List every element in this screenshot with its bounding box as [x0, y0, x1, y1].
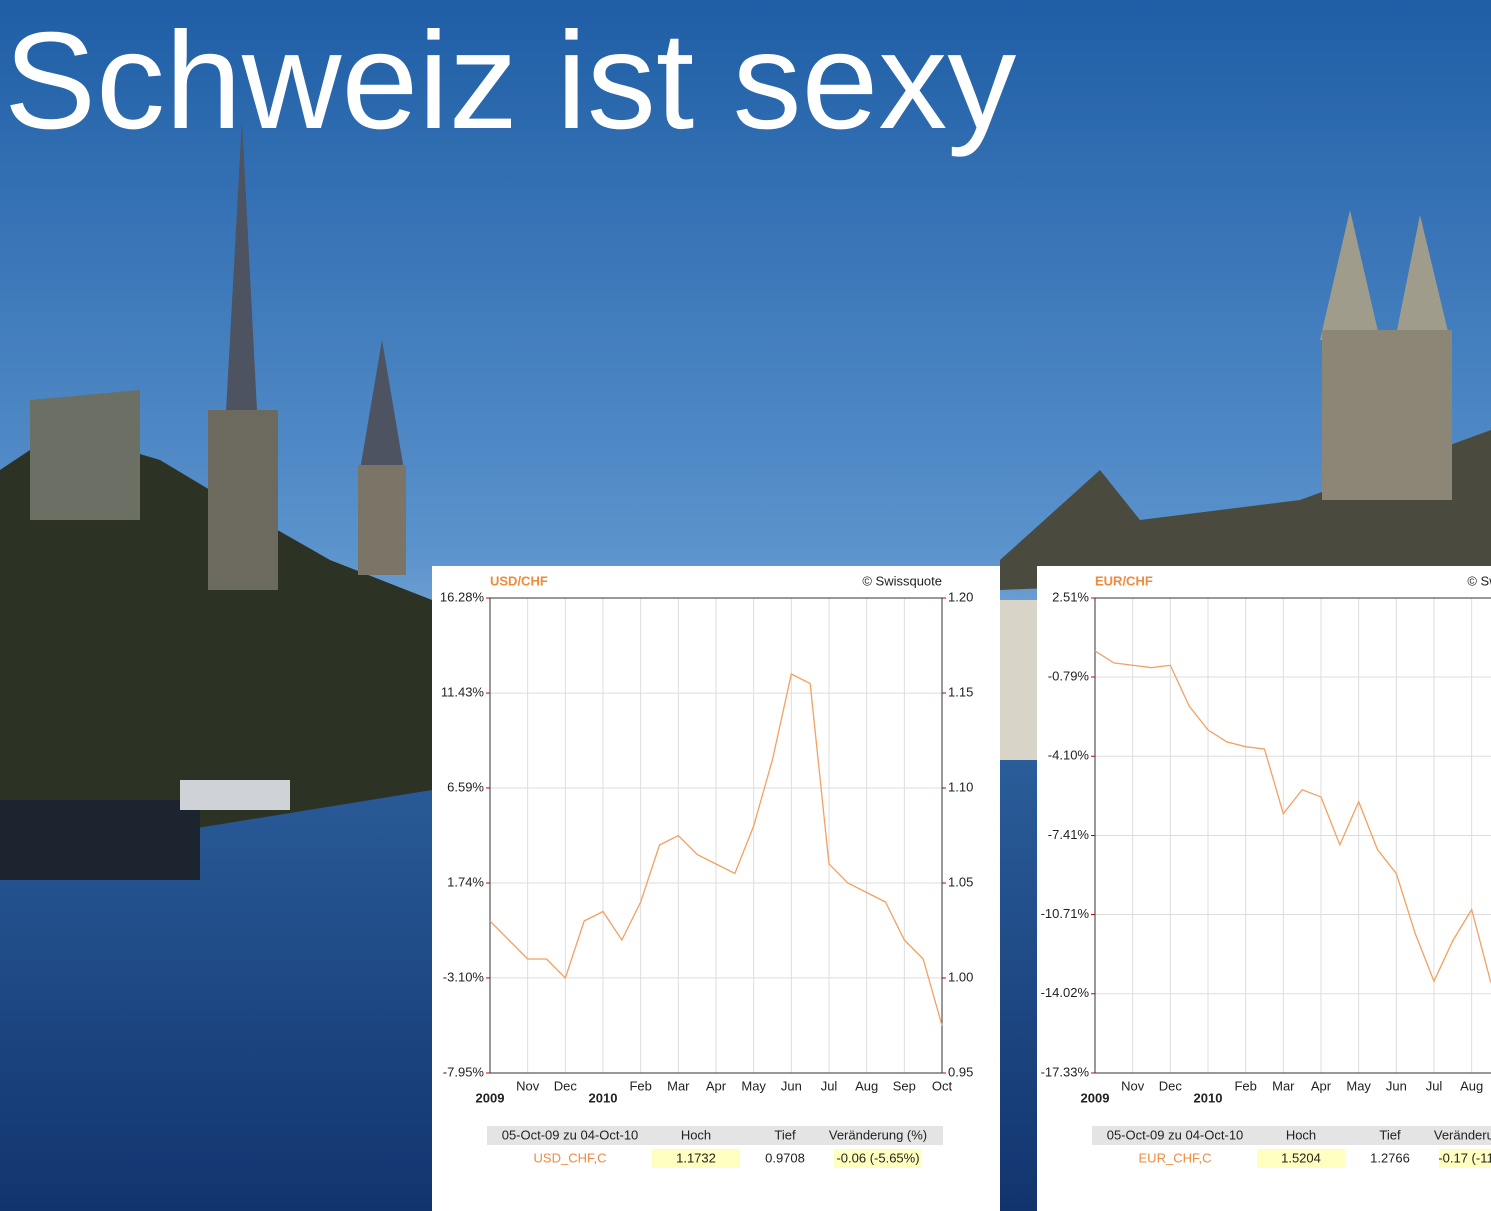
y-tick-label: -17.33%: [1041, 1064, 1090, 1079]
y-tick-label: 2.51%: [1052, 589, 1089, 604]
chart-title: EUR/CHF: [1095, 573, 1153, 588]
credit: © Swissquote: [1467, 573, 1491, 588]
y-tick-label: 1.74%: [447, 874, 484, 889]
credit: © Swissquote: [862, 573, 942, 588]
x-tick-label: 2009: [476, 1090, 505, 1105]
table-cell: 1.1732: [676, 1150, 716, 1165]
y-tick-label: -3.10%: [443, 969, 485, 984]
table-cell: 1.5204: [1281, 1150, 1321, 1165]
y-tick-label: -7.95%: [443, 1064, 485, 1079]
y-tick-label: -10.71%: [1041, 906, 1090, 921]
table-header: Veränderung (%): [829, 1127, 927, 1142]
y-tick-label: 6.59%: [447, 779, 484, 794]
y2-tick-label: 1.00: [948, 969, 973, 984]
y2-tick-label: 1.20: [948, 589, 973, 604]
y-tick-label: -14.02%: [1041, 985, 1090, 1000]
y-tick-label: -0.79%: [1048, 668, 1090, 683]
slide: Schweiz ist sexy USD/CHF © Swissquote 16.2…: [0, 0, 1491, 1211]
table-cell: -0.17 (-11.21%): [1438, 1150, 1491, 1165]
y2-tick-label: 0.95: [948, 1064, 973, 1079]
slide-title: Schweiz ist sexy: [4, 4, 1016, 158]
x-tick-label: Nov: [516, 1078, 540, 1093]
table-header: Tief: [774, 1127, 796, 1142]
table-header: 05-Oct-09 zu 04-Oct-10: [1107, 1127, 1244, 1142]
x-tick-label: Nov: [1121, 1078, 1145, 1093]
y-tick-label: -4.10%: [1048, 748, 1090, 763]
page: Schweiz ist sexy USD/CHF © Swissquote 16.2…: [0, 0, 1491, 1211]
x-tick-label: Mar: [667, 1078, 690, 1093]
table-header: Hoch: [681, 1127, 711, 1142]
table-cell: USD_CHF,C: [534, 1150, 607, 1165]
x-tick-label: Sep: [893, 1078, 916, 1093]
x-tick-label: Feb: [1234, 1078, 1256, 1093]
x-tick-label: 2010: [1194, 1090, 1223, 1105]
x-tick-label: Oct: [932, 1078, 953, 1093]
x-tick-label: Aug: [855, 1078, 878, 1093]
y-tick-label: -7.41%: [1048, 827, 1090, 842]
y-tick-label: 11.43%: [441, 685, 485, 700]
y2-tick-label: 1.10: [948, 779, 973, 794]
x-tick-label: Mar: [1272, 1078, 1295, 1093]
x-tick-label: 2010: [589, 1090, 618, 1105]
table-header: Tief: [1379, 1127, 1401, 1142]
table-cell: 0.9708: [765, 1150, 805, 1165]
x-tick-label: Apr: [1311, 1078, 1332, 1093]
x-tick-label: Aug: [1460, 1078, 1483, 1093]
table-header: 05-Oct-09 zu 04-Oct-10: [502, 1127, 639, 1142]
chart-title: USD/CHF: [490, 573, 548, 588]
x-tick-label: 2009: [1081, 1090, 1110, 1105]
x-tick-label: May: [741, 1078, 766, 1093]
x-tick-label: Jul: [821, 1078, 838, 1093]
table-header: Hoch: [1286, 1127, 1316, 1142]
x-tick-label: Jun: [1386, 1078, 1407, 1093]
table-cell: EUR_CHF,C: [1139, 1150, 1212, 1165]
y2-tick-label: 1.15: [948, 684, 973, 699]
y2-tick-label: 1.05: [948, 874, 973, 889]
table-cell: -0.06 (-5.65%): [836, 1150, 919, 1165]
x-tick-label: Dec: [1159, 1078, 1183, 1093]
x-tick-label: Feb: [629, 1078, 651, 1093]
x-tick-label: Dec: [554, 1078, 578, 1093]
x-tick-label: Apr: [706, 1078, 727, 1093]
chart-panel: [1037, 566, 1491, 1211]
x-tick-label: Jul: [1426, 1078, 1443, 1093]
y-tick-label: 16.28%: [440, 589, 485, 604]
x-tick-label: May: [1346, 1078, 1371, 1093]
x-tick-label: Jun: [781, 1078, 802, 1093]
table-cell: 1.2766: [1370, 1150, 1410, 1165]
table-header: Veränderung (%): [1434, 1127, 1491, 1142]
